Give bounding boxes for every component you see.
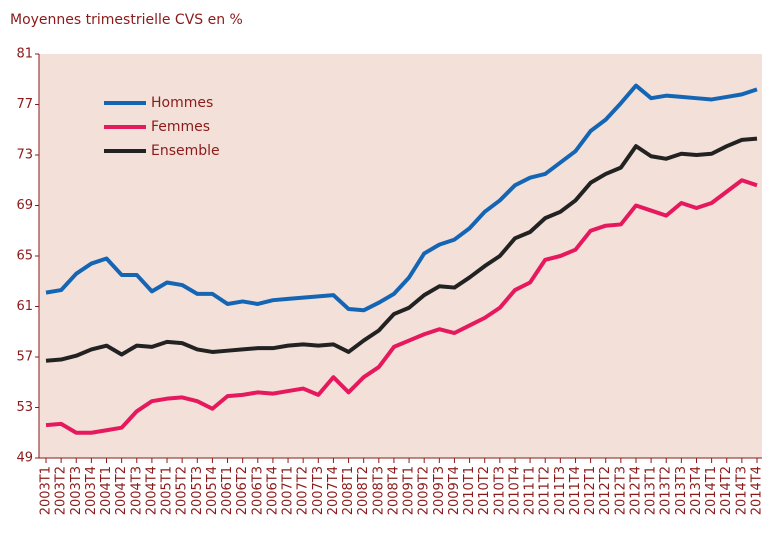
x-tick-label: 2009T4: [447, 466, 462, 515]
x-tick-label: 2011T1: [523, 466, 538, 515]
x-tick-label: 2006T4: [265, 466, 280, 515]
x-tick-label: 2005T4: [205, 466, 220, 515]
y-tick-label: 77: [16, 97, 33, 112]
x-tick-label: 2005T1: [160, 466, 175, 515]
x-tick-label: 2013T3: [674, 466, 689, 515]
legend-label: Ensemble: [151, 143, 220, 159]
legend-label: Hommes: [151, 95, 213, 111]
x-tick-label: 2004T2: [114, 466, 129, 515]
x-tick-label: 2010T3: [492, 466, 507, 515]
x-tick-label: 2005T2: [175, 466, 190, 515]
x-tick-label: 2014T1: [704, 466, 719, 515]
x-tick-label: 2007T4: [326, 466, 341, 515]
y-tick-label: 65: [16, 249, 33, 264]
x-tick-label: 2010T2: [477, 466, 492, 515]
x-tick-label: 2014T4: [750, 466, 764, 515]
legend-label: Femmes: [151, 119, 210, 135]
x-tick-label: 2012T1: [583, 466, 598, 515]
y-tick-label: 53: [16, 400, 33, 415]
x-tick-label: 2008T1: [341, 466, 356, 515]
x-tick-label: 2012T2: [598, 466, 613, 515]
x-tick-label: 2007T1: [281, 466, 296, 515]
x-tick-label: 2004T1: [99, 466, 114, 515]
x-tick-label: 2003T3: [69, 466, 84, 515]
x-tick-label: 2003T4: [84, 466, 99, 515]
x-tick-label: 2006T1: [220, 466, 235, 515]
x-tick-label: 2009T2: [417, 466, 432, 515]
x-tick-label: 2011T2: [538, 466, 553, 515]
y-tick-label: 57: [16, 350, 33, 365]
plot-area: [39, 54, 762, 458]
x-tick-label: 2003T1: [39, 466, 54, 515]
y-tick-label: 73: [16, 148, 33, 163]
x-tick-label: 2005T3: [190, 466, 205, 515]
x-tick-label: 2012T4: [628, 466, 643, 515]
x-tick-label: 2012T3: [613, 466, 628, 515]
x-tick-label: 2008T4: [386, 466, 401, 515]
x-tick-label: 2014T3: [734, 466, 749, 515]
chart-title: Moyennes trimestrielle CVS en %: [10, 12, 243, 28]
x-tick-label: 2007T2: [296, 466, 311, 515]
x-tick-label: 2007T3: [311, 466, 326, 515]
x-tick-label: 2006T2: [235, 466, 250, 515]
x-tick-label: 2006T3: [250, 466, 265, 515]
x-tick-label: 2014T2: [719, 466, 734, 515]
y-tick-label: 49: [16, 451, 33, 466]
x-tick-label: 2013T2: [659, 466, 674, 515]
x-tick-label: 2008T2: [356, 466, 371, 515]
y-tick-label: 69: [16, 198, 33, 213]
x-tick-label: 2010T1: [462, 466, 477, 515]
x-tick-label: 2003T2: [54, 466, 69, 515]
x-tick-label: 2009T1: [402, 466, 417, 515]
x-tick-label: 2013T1: [644, 466, 659, 515]
y-tick-label: 61: [16, 299, 33, 314]
y-tick-label: 81: [16, 47, 33, 62]
x-tick-label: 2011T4: [568, 466, 583, 515]
x-tick-label: 2010T4: [507, 466, 522, 515]
x-tick-label: 2004T3: [129, 466, 144, 515]
x-tick-label: 2009T3: [432, 466, 447, 515]
x-tick-label: 2004T4: [144, 466, 159, 515]
x-tick-label: 2013T4: [689, 466, 704, 515]
x-tick-label: 2011T3: [553, 466, 568, 515]
x-tick-label: 2008T3: [371, 466, 386, 515]
